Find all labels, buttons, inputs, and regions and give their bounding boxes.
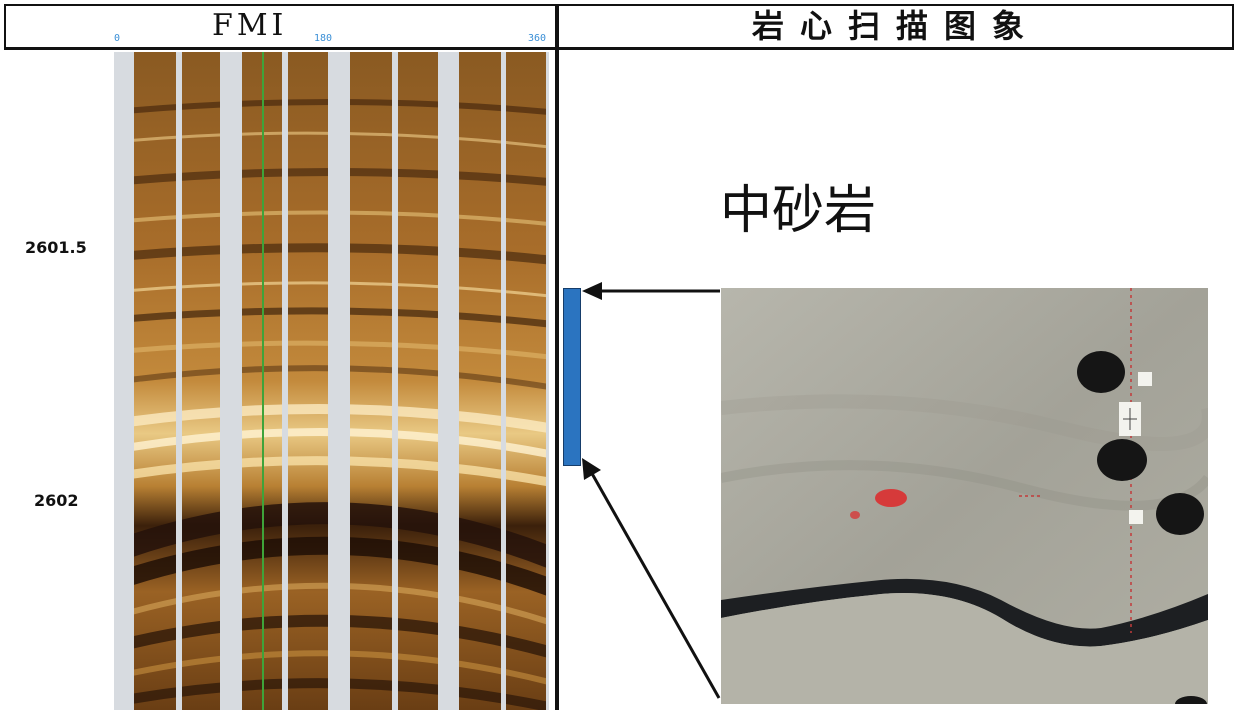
fmi-image — [114, 52, 549, 710]
depth-label: 2602 — [34, 491, 79, 510]
lithology-label: 中砂岩 — [720, 181, 877, 241]
fmi-header: FMI 0 180 360 — [6, 6, 554, 46]
panel-divider — [555, 4, 559, 710]
arrow-icon — [582, 458, 721, 699]
depth-label: 2601.5 — [25, 238, 87, 257]
core-scan-image — [721, 288, 1208, 704]
core-scan-header: 岩心扫描图象 — [751, 7, 1040, 45]
core-interval-marker — [563, 288, 581, 466]
top-border — [4, 4, 1234, 6]
header-divider — [4, 47, 1234, 50]
fmi-texture — [134, 52, 546, 710]
azimuth-tick-180: 180 — [314, 33, 333, 44]
right-border — [1232, 4, 1234, 50]
arrow-icon — [582, 282, 720, 300]
left-border — [4, 4, 6, 50]
core-photo — [721, 288, 1208, 704]
azimuth-tick-0: 0 — [114, 33, 121, 44]
azimuth-tick-360: 360 — [528, 33, 547, 44]
fmi-title: FMI — [212, 8, 288, 43]
